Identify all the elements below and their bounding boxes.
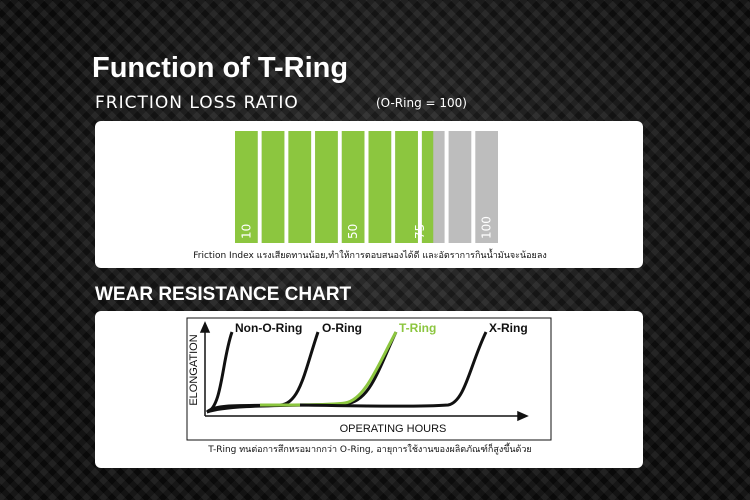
bar-label: 50 — [346, 224, 360, 239]
bar-fill — [235, 131, 258, 243]
friction-note: (O-Ring = 100) — [376, 96, 467, 110]
bar-track — [475, 131, 498, 243]
wear-title: WEAR RESISTANCE CHART — [95, 284, 352, 305]
bar-fill — [288, 131, 312, 243]
curve-x-ring — [299, 331, 488, 408]
curve-label: O-Ring — [322, 321, 362, 335]
friction-title: FRICTION LOSS RATIO — [95, 93, 299, 113]
friction-caption: Friction Index แรงเสียดทานน้อย,ทำให้การต… — [193, 248, 546, 261]
curve-t-ring — [259, 331, 398, 407]
curve-label: X-Ring — [489, 321, 528, 335]
bar-fill — [341, 131, 365, 243]
wear-caption: T-Ring ทนต่อการสึกหรอมากกว่า O-Ring, อาย… — [207, 442, 531, 455]
bar-label: 10 — [239, 224, 253, 239]
friction-bars: 10 50 75 100 — [235, 131, 498, 243]
bar-fill — [395, 131, 418, 243]
title: Function of T-Ring — [92, 52, 348, 84]
x-label: OPERATING HOURS — [340, 423, 447, 435]
bar-label: 100 — [480, 216, 494, 239]
bar-fill — [315, 131, 338, 243]
curves — [205, 331, 488, 414]
x-arrow — [517, 410, 529, 422]
curve-label: T-Ring — [399, 321, 436, 335]
bar-fill — [421, 131, 434, 243]
bar-label: 75 — [413, 224, 427, 239]
bar-track — [448, 131, 472, 243]
curve-label: Non-O-Ring — [235, 321, 302, 335]
axes — [199, 321, 529, 422]
bar-fill — [368, 131, 392, 243]
y-arrow — [199, 321, 211, 333]
bar-fill — [261, 131, 285, 243]
wear-frame — [186, 317, 552, 441]
y-label: ELONGATION — [188, 334, 200, 405]
